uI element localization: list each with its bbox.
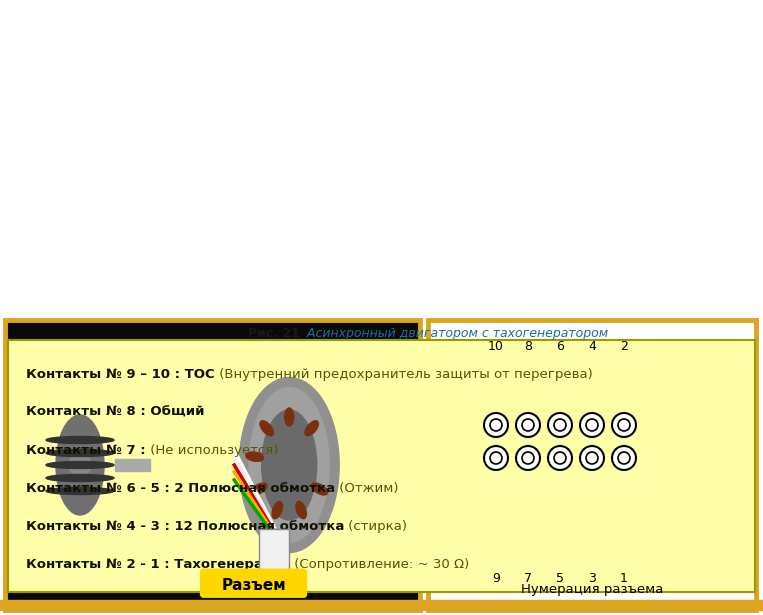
Circle shape	[580, 446, 604, 470]
Circle shape	[548, 446, 572, 470]
Ellipse shape	[250, 387, 329, 542]
Bar	[428, 320, 756, 610]
Text: 7: 7	[524, 571, 532, 584]
Ellipse shape	[239, 378, 340, 552]
Text: Контакты № 2 - 1 : Тахогенератор: Контакты № 2 - 1 : Тахогенератор	[26, 558, 289, 571]
Ellipse shape	[69, 454, 91, 476]
Text: 2: 2	[620, 341, 628, 354]
Ellipse shape	[272, 501, 282, 518]
Circle shape	[580, 413, 604, 437]
Circle shape	[522, 419, 534, 431]
Circle shape	[484, 446, 508, 470]
Circle shape	[612, 446, 636, 470]
Ellipse shape	[46, 450, 114, 456]
Text: (Внутренний предохранитель защиты от перегрева): (Внутренний предохранитель защиты от пер…	[214, 368, 592, 381]
Ellipse shape	[46, 461, 114, 469]
Circle shape	[586, 452, 598, 464]
Circle shape	[490, 452, 502, 464]
Ellipse shape	[46, 488, 114, 494]
Text: Рис. 21: Рис. 21	[248, 327, 300, 340]
Text: (стирка): (стирка)	[344, 520, 407, 533]
Bar	[646, 409, 658, 489]
Text: 1: 1	[620, 571, 628, 584]
Bar	[259, 529, 289, 574]
Text: Разъем: Разъем	[221, 577, 286, 593]
Text: Контакты № 7 :: Контакты № 7 :	[26, 444, 146, 457]
Bar	[5, 320, 420, 610]
Ellipse shape	[246, 452, 264, 461]
Text: 9: 9	[492, 571, 500, 584]
Bar	[0, 0, 763, 320]
Text: Контакты № 8 : Общий: Контакты № 8 : Общий	[26, 406, 204, 419]
Ellipse shape	[229, 368, 349, 563]
Text: 5: 5	[556, 571, 564, 584]
Ellipse shape	[56, 415, 104, 515]
Text: (Не используется): (Не используется)	[146, 444, 278, 457]
Circle shape	[484, 413, 508, 437]
Ellipse shape	[296, 501, 307, 518]
Circle shape	[612, 413, 636, 437]
Text: Контакты № 4 - 3 : 12 Полюсная обмотка: Контакты № 4 - 3 : 12 Полюсная обмотка	[26, 520, 344, 533]
Circle shape	[618, 419, 630, 431]
Ellipse shape	[79, 365, 209, 565]
Bar	[115, 459, 150, 471]
Circle shape	[548, 413, 572, 437]
Circle shape	[586, 419, 598, 431]
Text: Контакты № 9 – 10 : ТОС: Контакты № 9 – 10 : ТОС	[26, 368, 214, 381]
Text: 4: 4	[588, 341, 596, 354]
Circle shape	[554, 452, 566, 464]
Text: (Сопротивление: ~ 30 Ω): (Сопротивление: ~ 30 Ω)	[289, 558, 468, 571]
Bar	[474, 399, 646, 484]
Ellipse shape	[46, 475, 114, 482]
Text: 6: 6	[556, 341, 564, 354]
Bar	[482, 484, 638, 524]
Text: Асинхронный двигатором с тахогенератором: Асинхронный двигатором с тахогенератором	[303, 327, 608, 340]
Ellipse shape	[45, 400, 115, 530]
Circle shape	[554, 419, 566, 431]
Circle shape	[522, 452, 534, 464]
Polygon shape	[207, 572, 301, 574]
Ellipse shape	[262, 410, 317, 520]
Text: Контакты № 6 - 5 : 2 Полюсная обмотка: Контакты № 6 - 5 : 2 Полюсная обмотка	[26, 482, 335, 495]
Text: (Отжим): (Отжим)	[335, 482, 398, 495]
Bar	[462, 409, 474, 489]
Ellipse shape	[285, 408, 294, 426]
Ellipse shape	[260, 421, 273, 435]
Circle shape	[618, 452, 630, 464]
Circle shape	[516, 446, 540, 470]
Text: 10: 10	[488, 341, 504, 354]
Bar	[540, 484, 580, 524]
Circle shape	[516, 413, 540, 437]
Ellipse shape	[305, 421, 318, 435]
Text: Нумерация разъема: Нумерация разъема	[521, 584, 663, 597]
Bar	[105, 365, 289, 565]
Text: 8: 8	[524, 341, 532, 354]
Ellipse shape	[251, 483, 267, 495]
Ellipse shape	[46, 437, 114, 443]
FancyBboxPatch shape	[201, 569, 307, 597]
Bar	[0, 600, 763, 610]
Bar	[478, 403, 642, 480]
Text: 3: 3	[588, 571, 596, 584]
Ellipse shape	[311, 483, 327, 495]
Bar	[8, 340, 755, 592]
Circle shape	[490, 419, 502, 431]
